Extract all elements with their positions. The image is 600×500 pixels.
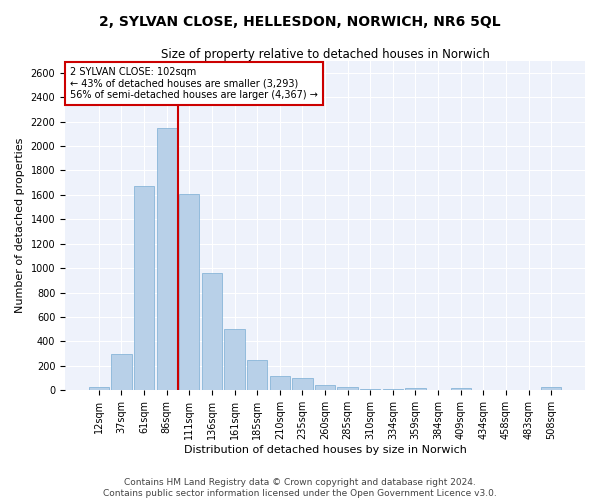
Bar [315, 385, 335, 390]
Bar [89, 388, 109, 390]
Bar [451, 388, 471, 390]
Text: 2, SYLVAN CLOSE, HELLESDON, NORWICH, NR6 5QL: 2, SYLVAN CLOSE, HELLESDON, NORWICH, NR6… [99, 15, 501, 29]
Bar [292, 378, 313, 390]
Bar [541, 388, 562, 390]
Text: 2 SYLVAN CLOSE: 102sqm
← 43% of detached houses are smaller (3,293)
56% of semi-: 2 SYLVAN CLOSE: 102sqm ← 43% of detached… [70, 67, 318, 100]
X-axis label: Distribution of detached houses by size in Norwich: Distribution of detached houses by size … [184, 445, 466, 455]
Bar [383, 389, 403, 390]
Bar [269, 376, 290, 390]
Bar [202, 273, 222, 390]
Bar [111, 354, 131, 391]
Text: Contains HM Land Registry data © Crown copyright and database right 2024.
Contai: Contains HM Land Registry data © Crown c… [103, 478, 497, 498]
Bar [247, 360, 268, 390]
Y-axis label: Number of detached properties: Number of detached properties [15, 138, 25, 313]
Bar [134, 186, 154, 390]
Title: Size of property relative to detached houses in Norwich: Size of property relative to detached ho… [161, 48, 490, 60]
Bar [360, 388, 380, 390]
Bar [337, 386, 358, 390]
Bar [157, 128, 177, 390]
Bar [179, 194, 199, 390]
Bar [224, 330, 245, 390]
Bar [406, 388, 425, 390]
